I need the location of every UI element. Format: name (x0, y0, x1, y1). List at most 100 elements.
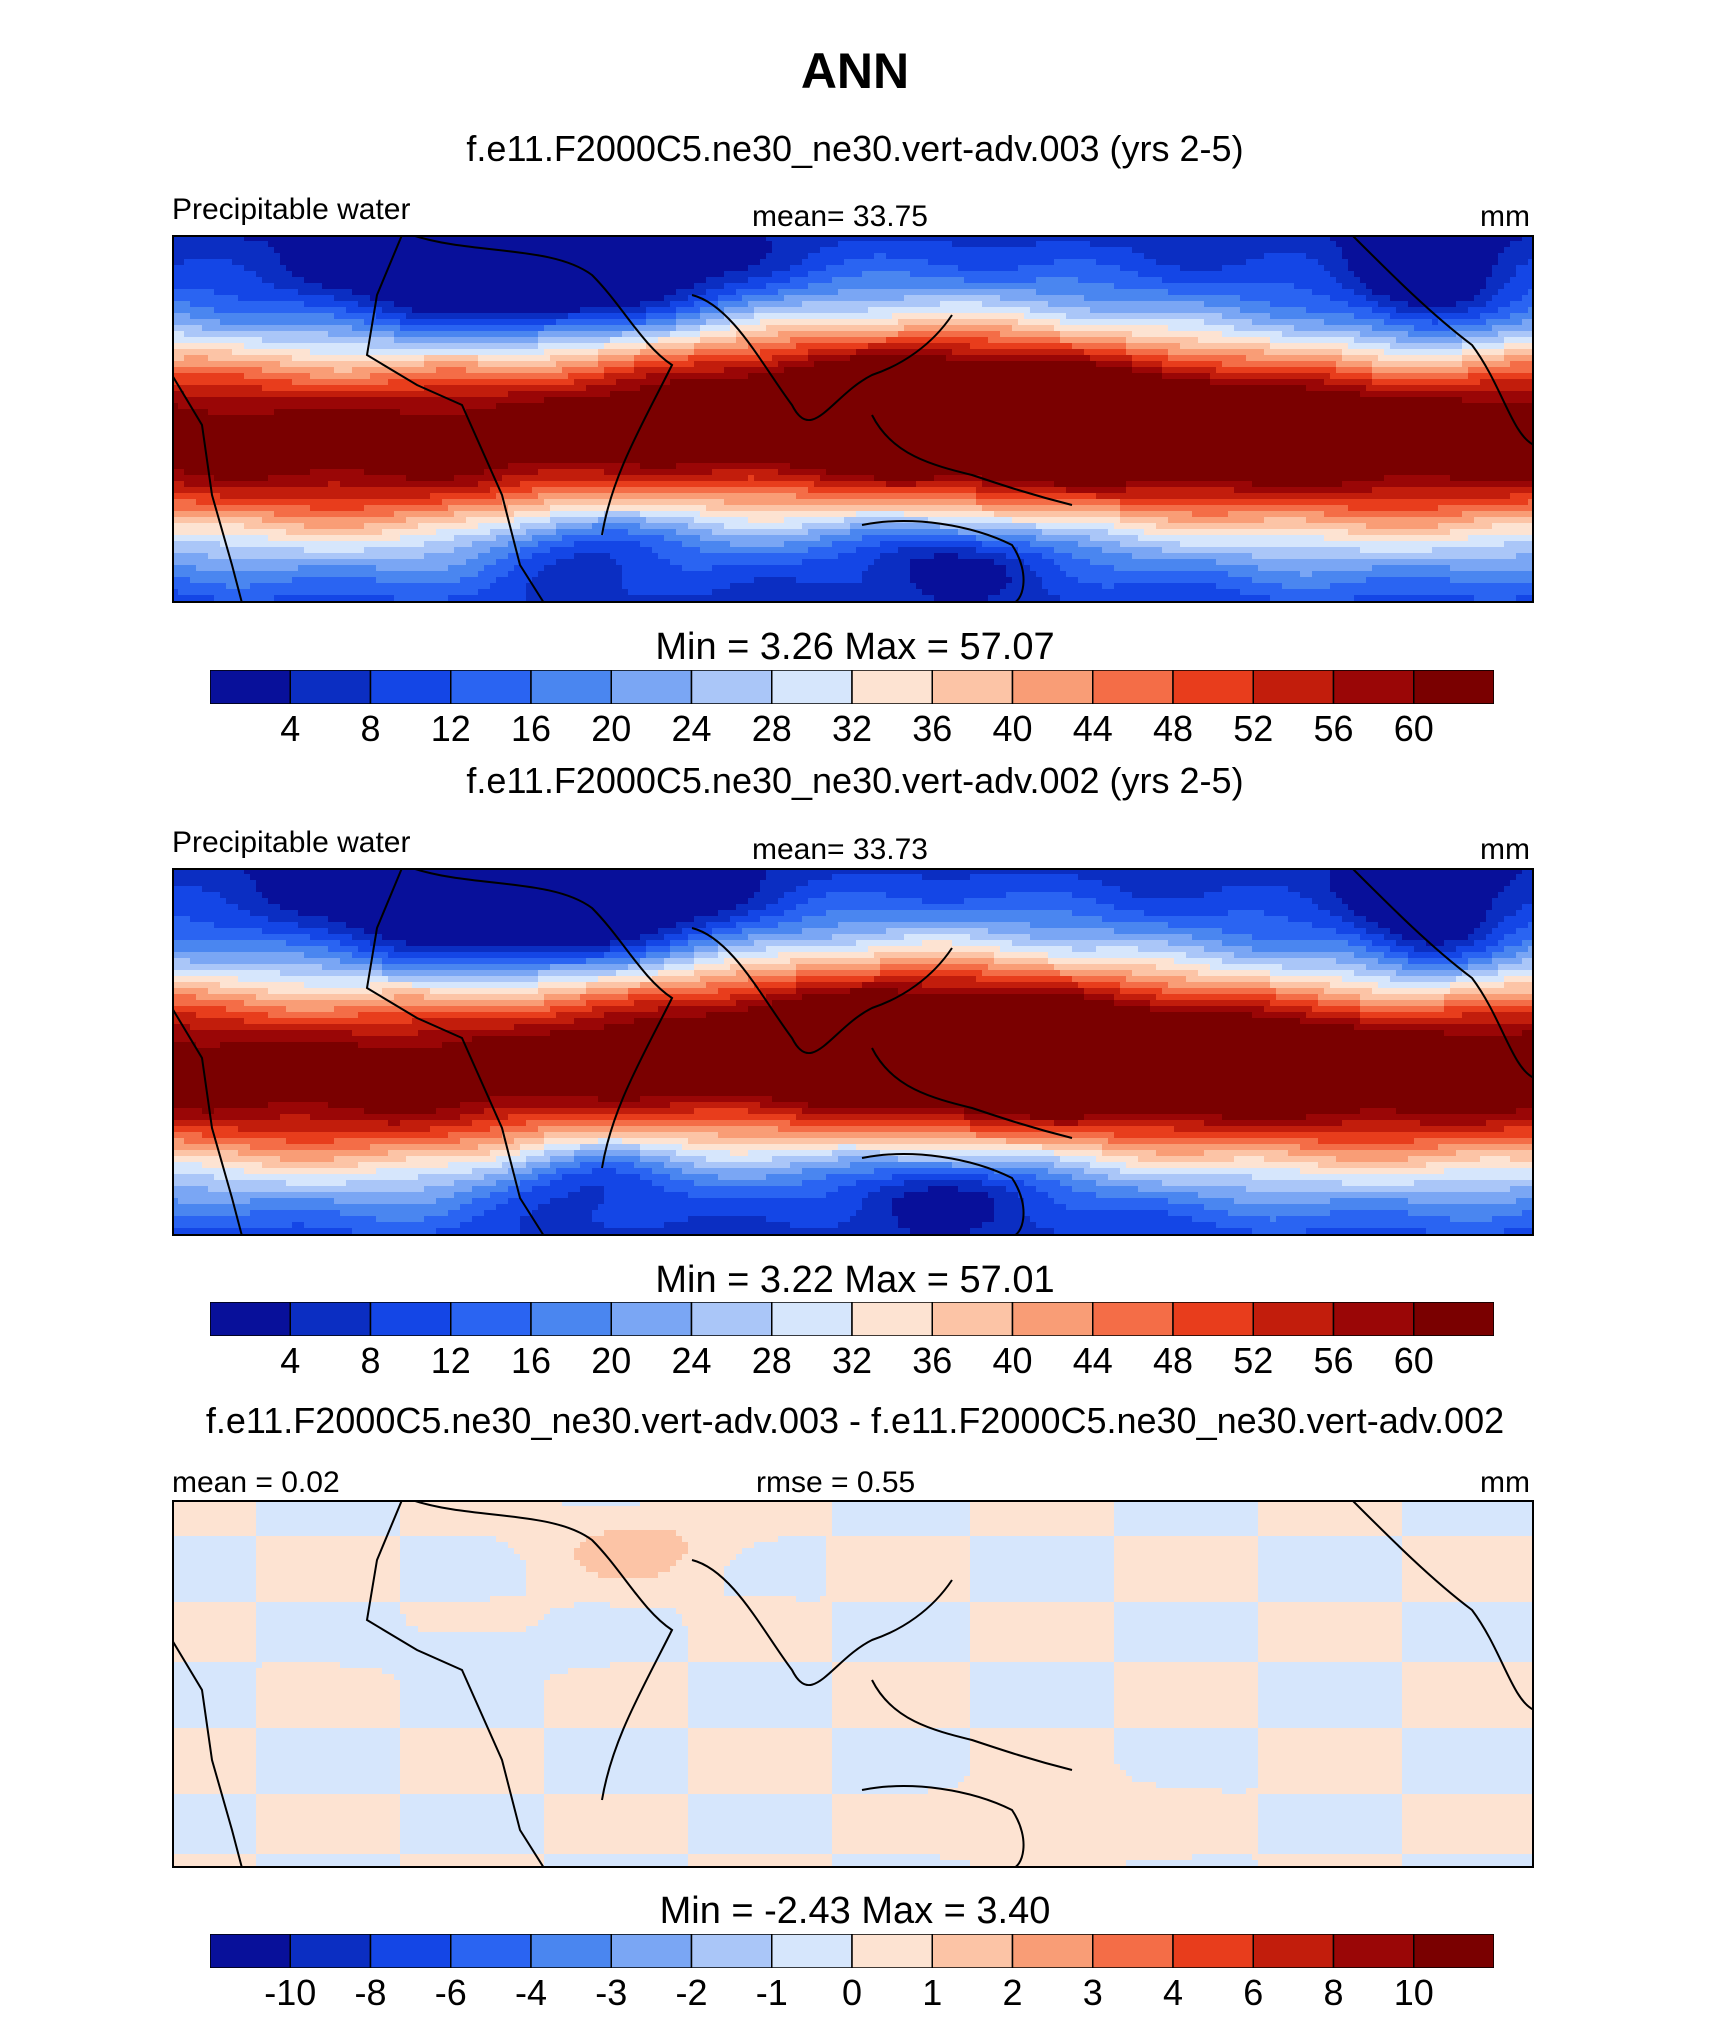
coastline (861, 520, 1025, 603)
colorbar-swatch (450, 669, 532, 705)
panel-1-minmax: Min = 3.26 Max = 57.07 (0, 626, 1710, 669)
panel-2-mean-label: mean= 33.73 (752, 833, 928, 867)
colorbar-swatch (610, 1301, 693, 1337)
colorbar-tick-label: 28 (752, 708, 792, 750)
colorbar-tick-label: -10 (264, 1972, 316, 2014)
coastline (871, 1047, 1073, 1139)
coastline (411, 868, 674, 1169)
colorbar-swatch (610, 1933, 693, 1969)
page-title: ANN (0, 42, 1710, 100)
colorbar-tick-label: -8 (354, 1972, 386, 2014)
map-frame (172, 235, 1534, 603)
panel-1-subtitle: f.e11.F2000C5.ne30_ne30.vert-adv.003 (yr… (0, 128, 1710, 170)
colorbar-tick-label: 32 (832, 708, 872, 750)
colorbar-swatch (1011, 1933, 1094, 1969)
coastline (861, 1785, 1025, 1868)
colorbar-tick-label: 6 (1243, 1972, 1263, 2014)
colorbar-swatch (369, 669, 452, 705)
coastline (691, 294, 953, 421)
panel-2-map (172, 868, 1534, 1236)
panel-3-units-label: mm (1480, 1466, 1530, 1500)
colorbar-tick-label: 52 (1233, 1340, 1273, 1382)
colorbar-swatch (1172, 1301, 1254, 1337)
colorbar-tick-label: 12 (431, 1340, 471, 1382)
coastline (365, 235, 545, 603)
colorbar-tick-label: 40 (992, 708, 1032, 750)
colorbar-tick-label: 8 (360, 708, 380, 750)
colorbar-swatch (530, 1301, 612, 1337)
colorbar-swatch (1011, 1301, 1094, 1337)
colorbar-swatch (610, 669, 693, 705)
panel-2-left-label: Precipitable water (172, 826, 410, 860)
coastline (691, 1559, 953, 1686)
coastline (861, 1153, 1025, 1236)
colorbar-tick-label: 44 (1073, 708, 1113, 750)
colorbar-swatch (450, 1301, 532, 1337)
colorbar-swatch (289, 1933, 372, 1969)
map-field-cells (172, 868, 1534, 1236)
colorbar-tick-label: 1 (922, 1972, 942, 2014)
coastline (365, 868, 545, 1236)
colorbar-swatch (369, 1301, 452, 1337)
colorbar-swatch (1172, 669, 1254, 705)
map-svg (172, 868, 1534, 1236)
colorbar-swatch (690, 669, 773, 705)
colorbar-tick-label: 36 (912, 708, 952, 750)
colorbar-swatch (1332, 669, 1415, 705)
coastline (691, 927, 953, 1054)
colorbar-swatch (771, 1933, 853, 1969)
colorbar-tick-label: 8 (360, 1340, 380, 1382)
colorbar-swatch (1413, 1301, 1495, 1337)
colorbar-swatch (1252, 1933, 1335, 1969)
colorbar-swatch (1092, 669, 1174, 705)
panel-2-minmax: Min = 3.22 Max = 57.01 (0, 1259, 1710, 1302)
coastline (411, 1500, 674, 1801)
colorbar-tick-label: 44 (1073, 1340, 1113, 1382)
colorbar-swatch (530, 669, 612, 705)
colorbar-swatch (690, 1301, 773, 1337)
colorbar-swatch (209, 1301, 291, 1337)
colorbar-tick-label: 60 (1394, 708, 1434, 750)
panel-3-minmax: Min = -2.43 Max = 3.40 (0, 1890, 1710, 1933)
colorbar-tick-label: -1 (756, 1972, 788, 2014)
colorbar-tick-label: 28 (752, 1340, 792, 1382)
panel-3-map (172, 1500, 1534, 1868)
colorbar-tick-label: 48 (1153, 1340, 1193, 1382)
colorbar-tick-label: 2 (1002, 1972, 1022, 2014)
panel-3-mean-label: mean = 0.02 (172, 1466, 340, 1500)
colorbar-swatch (931, 1933, 1014, 1969)
panel-2-colorbar (209, 1301, 1495, 1337)
colorbar-swatch (209, 1933, 291, 1969)
colorbar-swatch (1332, 1301, 1415, 1337)
colorbar-tick-label: -2 (675, 1972, 707, 2014)
colorbar-tick-label: 36 (912, 1340, 952, 1382)
panel-2-units-label: mm (1480, 833, 1530, 867)
colorbar-swatch (851, 1301, 933, 1337)
colorbar-svg (209, 1933, 1495, 1969)
colorbar-swatch (1092, 1301, 1174, 1337)
colorbar-tick-label: -3 (595, 1972, 627, 2014)
colorbar-swatch (851, 669, 933, 705)
colorbar-tick-label: 16 (511, 708, 551, 750)
colorbar-swatch (771, 1301, 853, 1337)
coastline (411, 235, 674, 536)
colorbar-tick-label: 4 (280, 1340, 300, 1382)
coastline (871, 414, 1073, 506)
colorbar-swatch (1252, 1301, 1335, 1337)
colorbar-tick-label: -4 (515, 1972, 547, 2014)
colorbar-tick-label: -6 (435, 1972, 467, 2014)
colorbar-tick-label: 0 (842, 1972, 862, 2014)
colorbar-tick-label: 24 (671, 708, 711, 750)
panel-1-map (172, 235, 1534, 603)
map-svg (172, 1500, 1534, 1868)
colorbar-tick-label: 4 (280, 708, 300, 750)
panel-3-colorbar-ticks: -10 -8 -6 -4 -3 -2 -1 0 1 2 3 4 6 8 10 (210, 1972, 1494, 2014)
colorbar-tick-label: 48 (1153, 708, 1193, 750)
colorbar-swatch (1332, 1933, 1415, 1969)
colorbar-tick-label: 8 (1323, 1972, 1343, 2014)
coastline (172, 1007, 243, 1236)
panel-3-subtitle: f.e11.F2000C5.ne30_ne30.vert-adv.003 - f… (0, 1400, 1710, 1442)
panel-2-colorbar-ticks: 4 8 12 16 20 24 28 32 36 40 44 48 52 56 60 (210, 1340, 1494, 1382)
colorbar-swatch (931, 1301, 1014, 1337)
coastline (1351, 868, 1534, 1079)
